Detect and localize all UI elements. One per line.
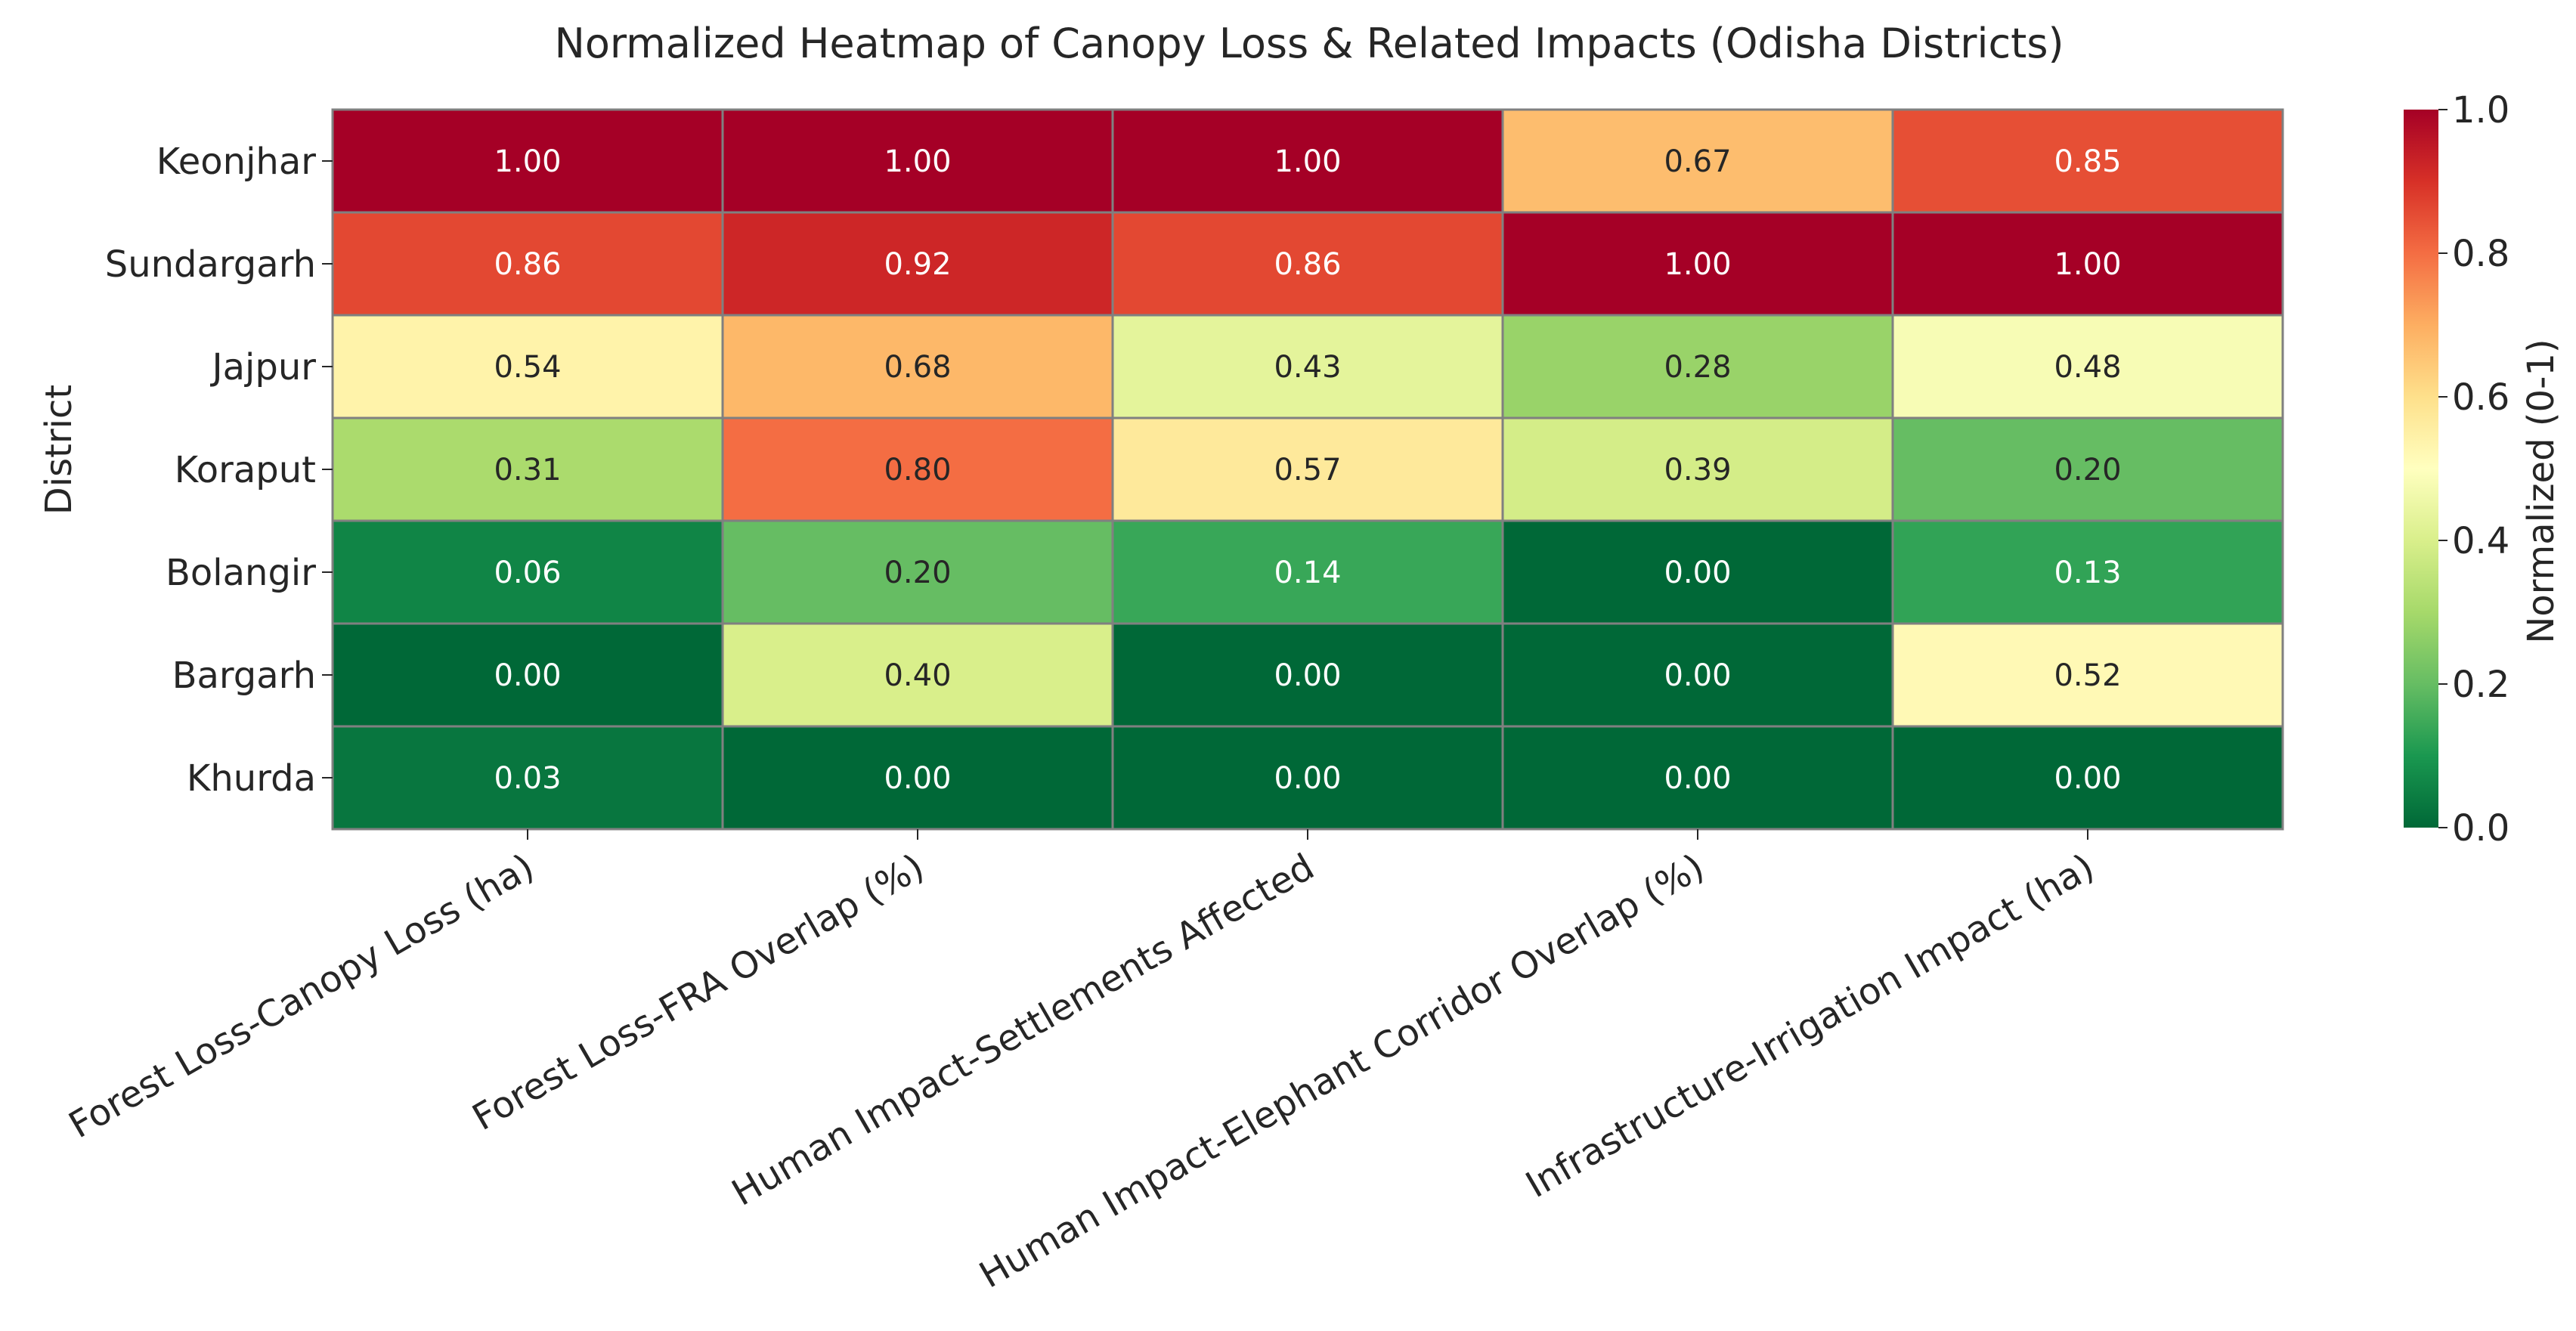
heatmap-cell-label: 0.48 [2054,350,2121,385]
heatmap-cell [331,108,724,214]
heatmap-cell-label: 0.14 [1274,556,1341,590]
heatmap-cell [1501,416,1894,522]
heatmap-cell-label: 0.00 [1664,556,1731,590]
heatmap-cell [1891,416,2284,522]
heatmap-cell [1501,108,1894,214]
heatmap-cell [1891,622,2284,728]
heatmap-cell-label: 0.92 [884,247,951,282]
heatmap-cell [331,519,724,625]
y-tick-label: Bargarh [172,655,316,697]
heatmap-cell [331,725,724,831]
heatmap-cell [721,622,1114,728]
heatmap-cell-label: 0.20 [884,556,951,590]
colorbar-ticks: 0.0 0.2 0.4 0.6 0.8 1.0 [2438,89,2509,850]
heatmap-cell-label: 0.67 [1664,144,1731,179]
y-tick-label: Koraput [175,449,316,491]
heatmap-cell [721,108,1114,214]
heatmap-cell [1891,725,2284,831]
heatmap-cell-label: 0.43 [1274,350,1341,385]
colorbar: 0.0 0.2 0.4 0.6 0.8 1.0 Normalized (0-1) [2404,89,2562,850]
heatmap-cell-label: 0.00 [884,761,951,796]
heatmap-cell-labels: 1.00 1.00 1.00 0.67 0.85 0.86 0.92 0.86 1.00 1.00… [494,144,2121,796]
heatmap-cell [1111,211,1504,317]
heatmap-cell [1891,211,2284,317]
heatmap-cell-label: 1.00 [494,144,561,179]
y-tick-label: Khurda [187,757,316,800]
y-axis-label: District [38,385,80,515]
heatmap-cell [1111,416,1504,522]
heatmap-cell-label: 0.00 [1274,658,1341,693]
heatmap-cell [1111,519,1504,625]
heatmap-cell-label: 0.52 [2054,658,2121,693]
colorbar-label: Normalized (0-1) [2520,339,2562,643]
heatmap-cell [721,519,1114,625]
heatmap-cell-label: 0.86 [1274,247,1341,282]
heatmap-cell [1891,519,2284,625]
heatmap-cell [1111,622,1504,728]
heatmap-cell-label: 0.03 [494,761,561,796]
heatmap-cell-label: 0.28 [1664,350,1731,385]
heatmap-cell [1891,314,2284,419]
heatmap-cell [721,314,1114,419]
heatmap-cell-label: 0.80 [884,453,951,488]
heatmap-cell-label: 0.00 [2054,761,2121,796]
heatmap-cell [1111,108,1504,214]
heatmap-cell-label: 0.20 [2054,453,2121,488]
heatmap-cell-label: 0.40 [884,658,951,693]
heatmap-cell-label: 0.13 [2054,556,2121,590]
colorbar-tick-label: 0.8 [2452,233,2509,275]
colorbar-tick-label: 0.2 [2452,664,2509,706]
heatmap-cells [331,108,2284,831]
heatmap-cell-label: 0.86 [494,247,561,282]
y-axis-ticks: Keonjhar Sundargarh Jajpur Koraput Bolangir B… [105,141,333,800]
heatmap-cell-label: 0.00 [1664,658,1731,693]
chart-title: Normalized Heatmap of Canopy Loss & Rela… [554,20,2064,67]
y-tick-label: Sundargarh [105,243,316,286]
heatmap-cell [1501,314,1894,419]
colorbar-gradient [2404,110,2438,828]
heatmap-cell [1501,622,1894,728]
y-tick-label: Bolangir [166,552,316,594]
heatmap-cell-label: 0.00 [494,658,561,693]
heatmap-cell [721,416,1114,522]
heatmap-cell-label: 1.00 [1274,144,1341,179]
heatmap-cell [331,211,724,317]
x-tick-label: Human Impact-Elephant Corridor Overlap (… [973,846,1711,1297]
colorbar-tick-label: 0.0 [2452,807,2509,850]
colorbar-tick-label: 0.6 [2452,376,2509,419]
x-axis-ticks: Forest Loss-Canopy Loss (ha)Forest Loss-… [62,829,2101,1297]
colorbar-tick-label: 0.4 [2452,520,2509,562]
colorbar-tick-label: 1.0 [2452,89,2509,132]
x-tick-label: Forest Loss-FRA Overlap (%) [466,846,931,1139]
heatmap-cell-label: 0.06 [494,556,561,590]
heatmap-cell-label: 1.00 [2054,247,2121,282]
heatmap-cell-label: 0.68 [884,350,951,385]
heatmap-cell-label: 0.39 [1664,453,1731,488]
heatmap-cell-label: 0.57 [1274,453,1341,488]
y-tick-label: Keonjhar [156,141,317,183]
heatmap-cell-label: 0.31 [494,453,561,488]
heatmap-cell-label: 0.54 [494,350,561,385]
heatmap-cell-label: 0.00 [1274,761,1341,796]
y-tick-label: Jajpur [209,346,316,388]
heatmap-cell-label: 1.00 [1664,247,1731,282]
heatmap-cell-label: 0.00 [1664,761,1731,796]
heatmap-cell-label: 0.85 [2054,144,2121,179]
heatmap-cell-label: 1.00 [884,144,951,179]
